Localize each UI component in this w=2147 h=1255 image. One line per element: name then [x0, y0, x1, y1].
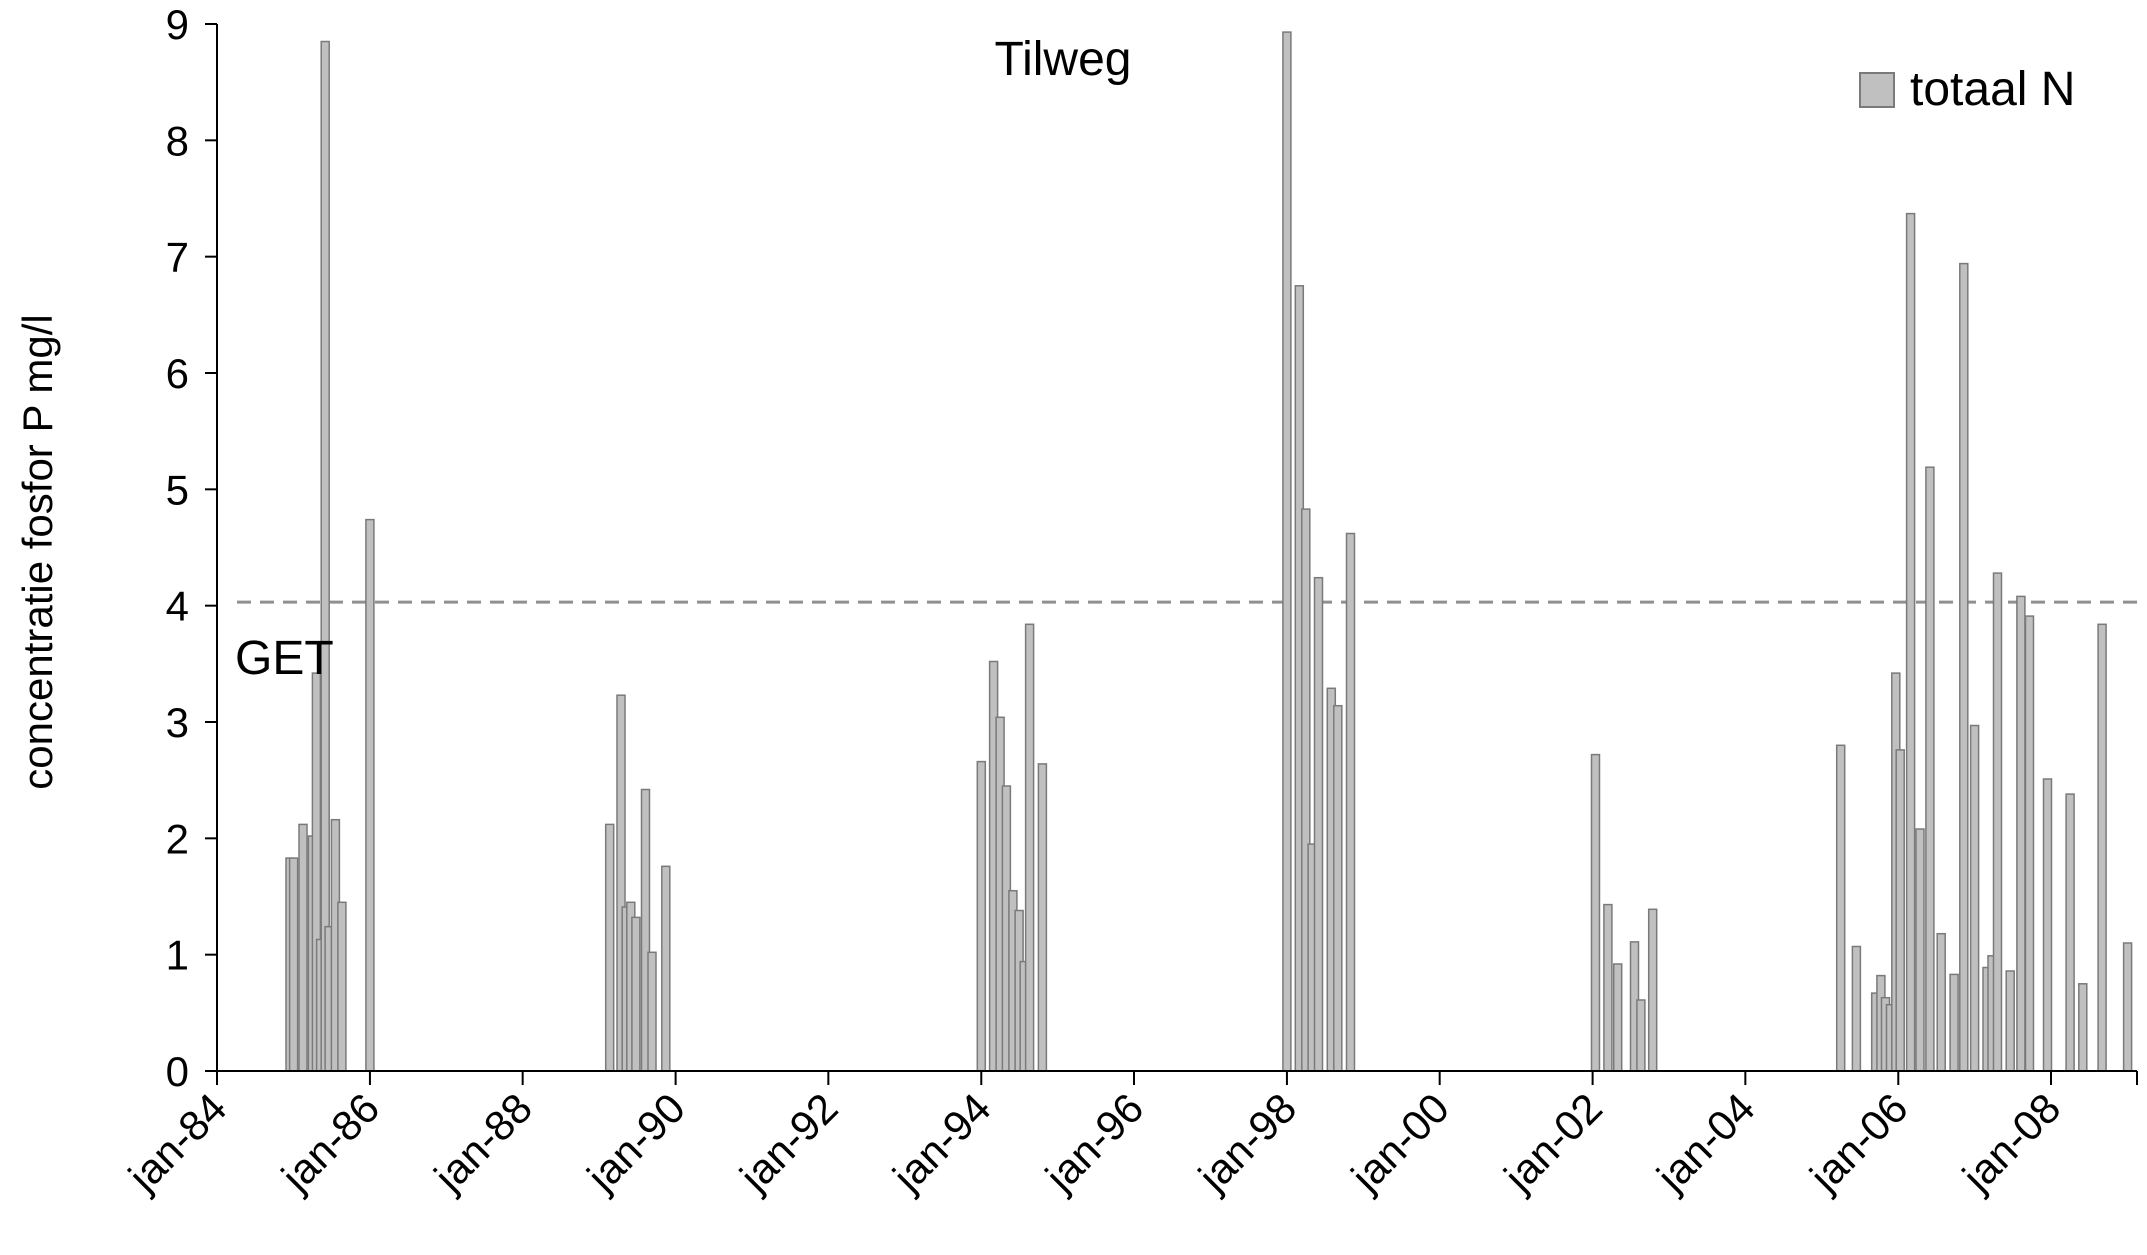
- y-tick-label: 5: [166, 466, 189, 513]
- y-tick-label: 4: [166, 583, 189, 630]
- bar: [1949, 973, 1959, 1072]
- bar: [647, 951, 657, 1072]
- bar: [1915, 828, 1925, 1072]
- legend-label: totaal N: [1910, 63, 2075, 116]
- y-tick-label: 1: [166, 932, 189, 979]
- bar: [298, 823, 308, 1072]
- bar: [1905, 212, 1916, 1072]
- x-tick-label: jan-00: [1341, 1084, 1458, 1201]
- y-tick-label: 3: [166, 699, 189, 746]
- bar: [1590, 753, 1601, 1072]
- bar: [1037, 763, 1048, 1072]
- bar: [976, 760, 987, 1072]
- bar: [1992, 572, 2003, 1072]
- y-tick-label: 6: [166, 350, 189, 397]
- bar: [1603, 903, 1613, 1072]
- bar: [1647, 908, 1658, 1072]
- bar: [631, 916, 641, 1072]
- x-tick-label: jan-02: [1494, 1084, 1611, 1201]
- bar: [1282, 31, 1292, 1072]
- y-tick-label: 7: [166, 234, 189, 281]
- bar: [1851, 945, 1862, 1072]
- bar: [2024, 615, 2035, 1072]
- bar: [1925, 466, 1935, 1072]
- x-tick-label: jan-92: [729, 1084, 846, 1201]
- bar: [2122, 942, 2133, 1072]
- y-tick-label: 8: [166, 117, 189, 164]
- bar: [2016, 595, 2026, 1072]
- bar: [2078, 983, 2088, 1072]
- x-tick-label: jan-94: [882, 1084, 999, 1201]
- reference-line-label: GET: [235, 632, 334, 685]
- bar: [2005, 970, 2015, 1072]
- y-tick-label: 2: [166, 815, 189, 862]
- x-tick-label: jan-84: [118, 1084, 235, 1201]
- x-tick-label: jan-04: [1646, 1084, 1763, 1201]
- bar: [320, 40, 330, 1072]
- bar: [661, 865, 671, 1072]
- bar: [288, 857, 299, 1072]
- bar: [365, 518, 375, 1072]
- text-layer: Tilweg concentratie fosfor P mg/l totaal…: [14, 33, 2075, 790]
- x-tick-label: jan-96: [1035, 1084, 1152, 1201]
- x-tick-label: jan-98: [1188, 1084, 1305, 1201]
- bar: [337, 901, 347, 1072]
- bar: [1969, 724, 1980, 1072]
- bar: [2097, 623, 2107, 1072]
- bar: [1345, 532, 1356, 1072]
- bar: [1936, 932, 1946, 1072]
- bar: [1959, 262, 1969, 1072]
- x-tick-label: jan-86: [271, 1084, 388, 1201]
- bars-layer: [285, 31, 2133, 1072]
- chart-title: Tilweg: [995, 33, 1132, 86]
- bar: [1895, 749, 1905, 1072]
- x-tick-label: jan-08: [1952, 1084, 2069, 1201]
- bar: [1612, 963, 1623, 1072]
- bar: [1313, 576, 1324, 1072]
- y-tick-label: 0: [166, 1048, 189, 1095]
- y-tick-label: 9: [166, 1, 189, 48]
- x-tick-label: jan-90: [577, 1084, 694, 1201]
- bar: [604, 823, 615, 1072]
- bar: [2042, 778, 2053, 1072]
- y-axis-label: concentratie fosfor P mg/l: [14, 314, 61, 789]
- bar: [1636, 999, 1646, 1072]
- bar: [1024, 623, 1035, 1072]
- bar: [1835, 744, 1846, 1072]
- x-tick-label: jan-06: [1799, 1084, 1916, 1201]
- x-tick-label: jan-88: [424, 1084, 541, 1201]
- legend-swatch: [1859, 72, 1895, 108]
- bar: [1333, 704, 1343, 1072]
- bar: [2065, 793, 2075, 1072]
